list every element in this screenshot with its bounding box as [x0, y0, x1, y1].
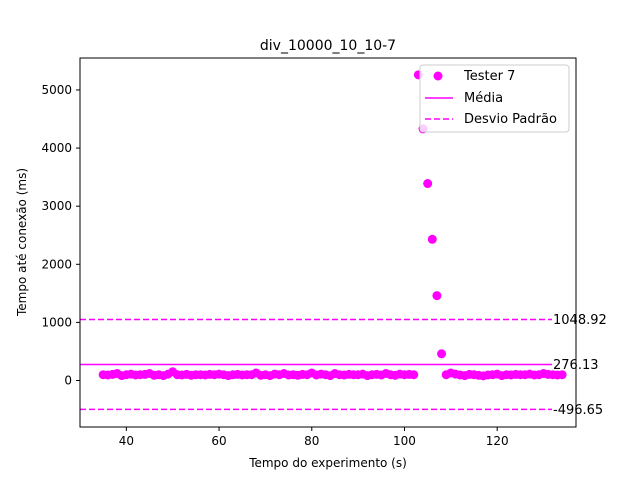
data-point	[423, 179, 433, 189]
y-tick-label: 3000	[41, 199, 72, 213]
y-axis-ticks: 0 1000 2000 3000 4000 5000	[41, 83, 80, 388]
chart-title: div_10000_10_10-7	[260, 38, 396, 54]
y-tick-label: 1000	[41, 315, 72, 329]
mean-value-label: 276.13	[553, 358, 599, 373]
data-point	[557, 370, 567, 380]
x-tick-label: 100	[393, 434, 416, 448]
x-axis-label: Tempo do experimento (s)	[248, 456, 407, 470]
legend-label-mean: Média	[464, 91, 503, 106]
data-point	[409, 370, 419, 380]
legend: Tester 7 Média Desvio Padrão	[419, 64, 570, 133]
std-upper-value-label: 1048.92	[553, 313, 607, 328]
y-tick-label: 0	[64, 374, 72, 388]
plot-area	[80, 70, 567, 411]
legend-box	[419, 64, 570, 133]
x-tick-label: 40	[119, 434, 134, 448]
x-tick-label: 120	[486, 434, 509, 448]
data-point	[437, 349, 447, 359]
y-axis-label: Tempo até conexão (ms)	[15, 168, 29, 317]
legend-label-tester: Tester 7	[463, 69, 515, 84]
y-tick-label: 4000	[41, 141, 72, 155]
legend-label-std: Desvio Padrão	[464, 112, 557, 127]
data-point	[432, 291, 442, 301]
y-tick-label: 5000	[41, 83, 72, 97]
x-axis-ticks: 40 60 80 100 120	[119, 427, 509, 448]
x-tick-label: 80	[304, 434, 319, 448]
x-tick-label: 60	[211, 434, 226, 448]
legend-marker-tester	[433, 71, 443, 81]
data-point	[427, 234, 437, 244]
std-lower-value-label: -496.65	[553, 403, 603, 418]
axes-frame	[79, 57, 577, 428]
y-tick-label: 2000	[41, 257, 72, 271]
